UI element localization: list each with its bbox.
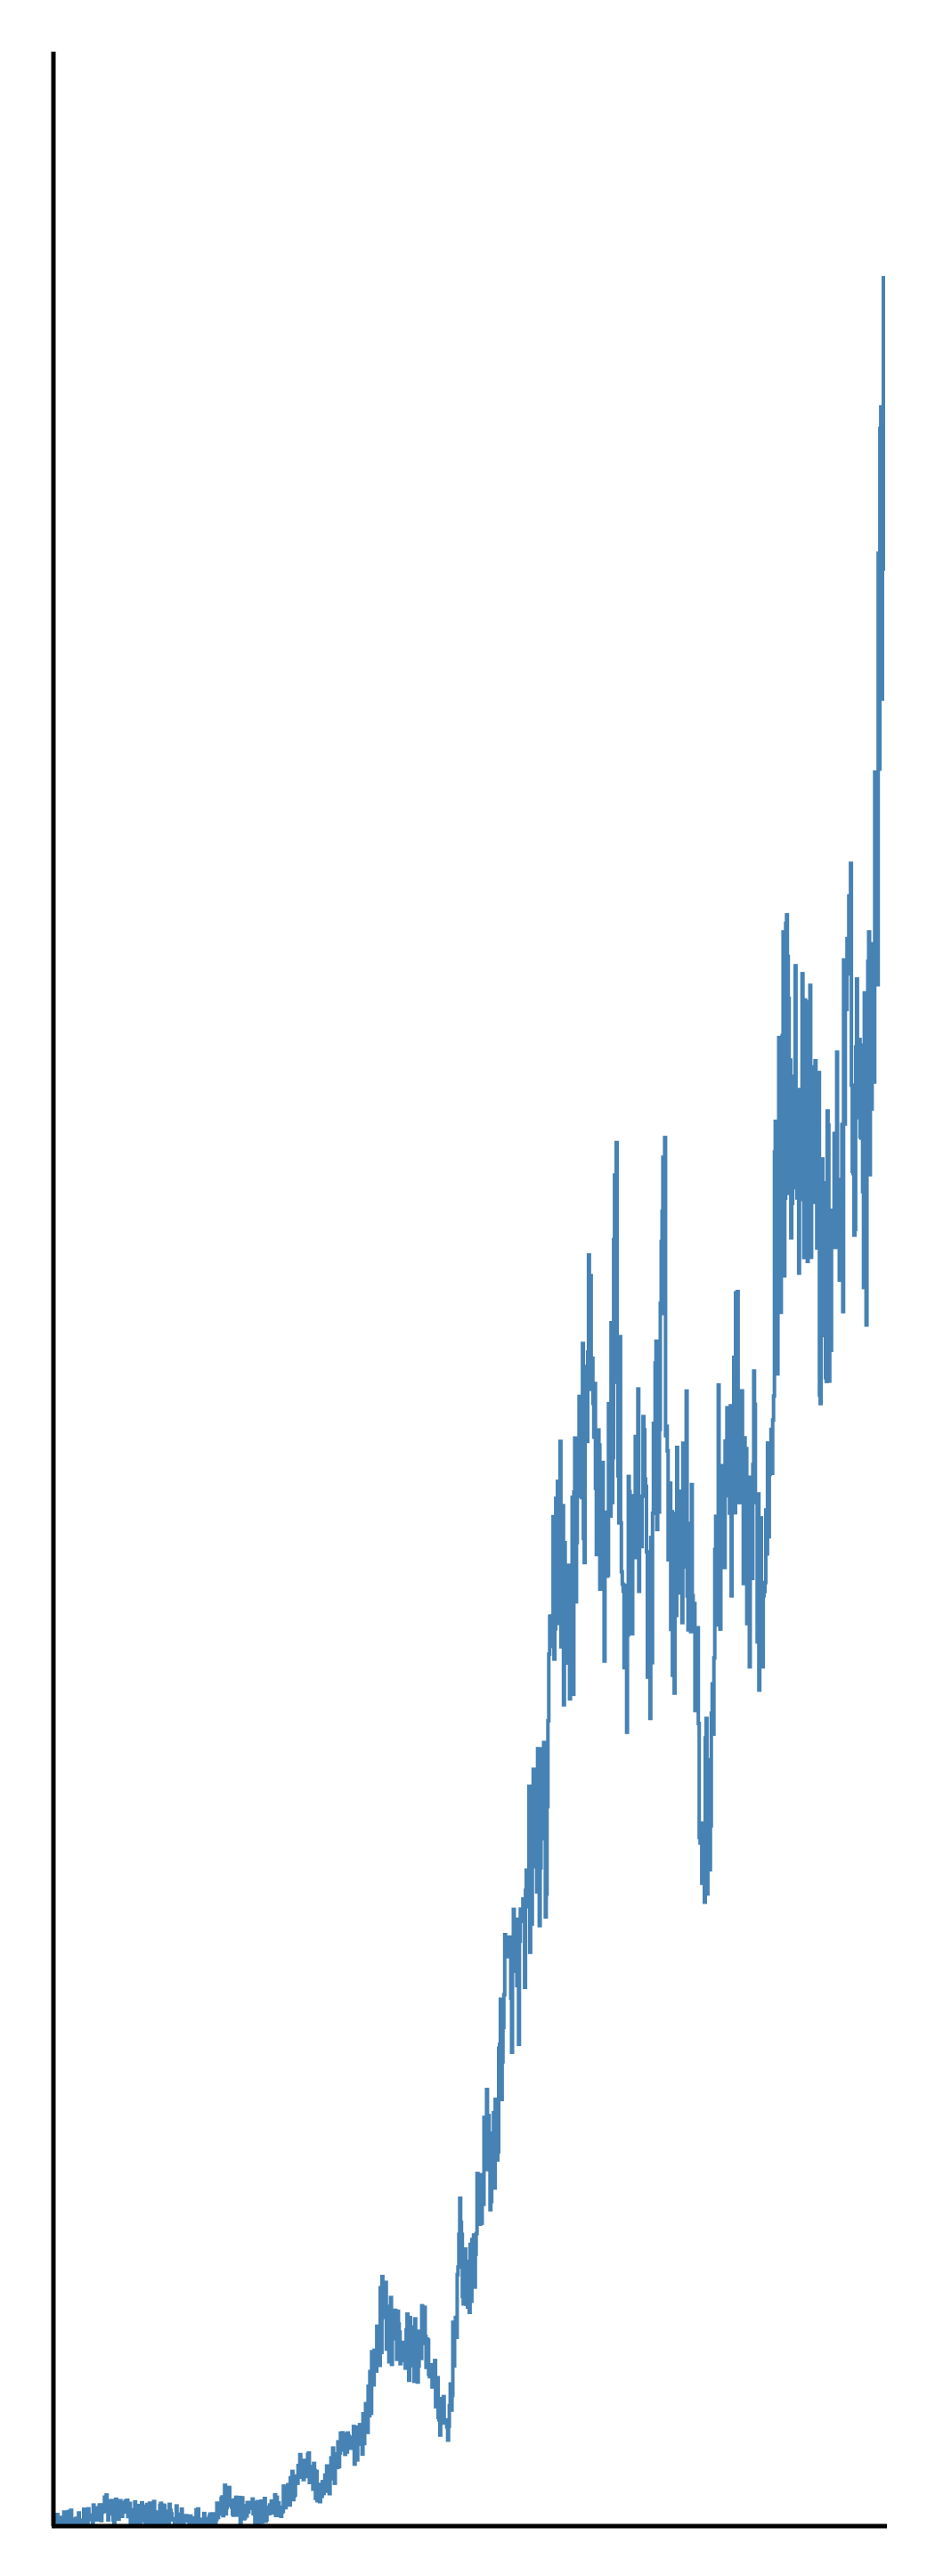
series-layer <box>53 276 885 2528</box>
series-line-0 <box>53 276 885 2528</box>
